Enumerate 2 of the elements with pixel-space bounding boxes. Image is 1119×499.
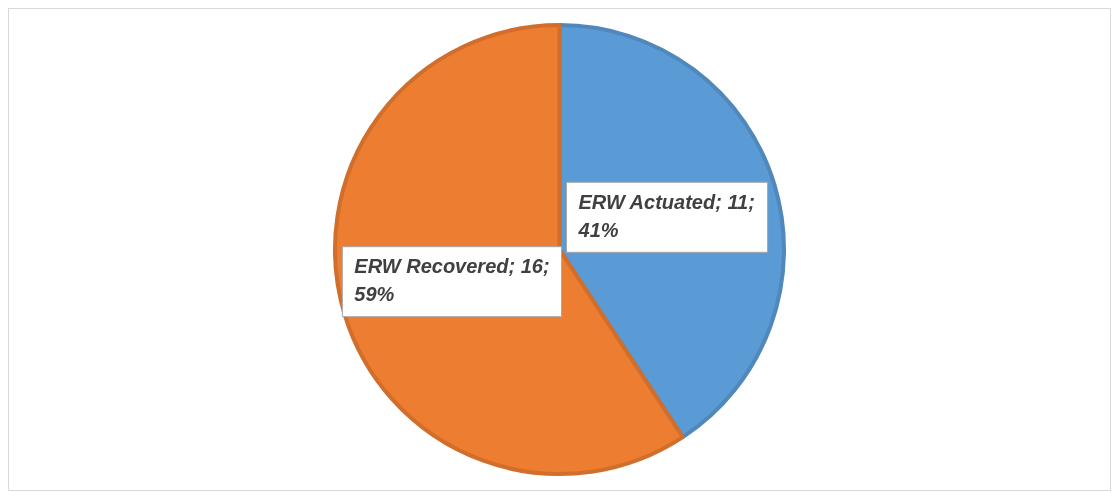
- slice-label: ERW Actuated; 11; 41%: [577, 190, 755, 241]
- slice-label: ERW Recovered; 16; 59%: [354, 255, 550, 306]
